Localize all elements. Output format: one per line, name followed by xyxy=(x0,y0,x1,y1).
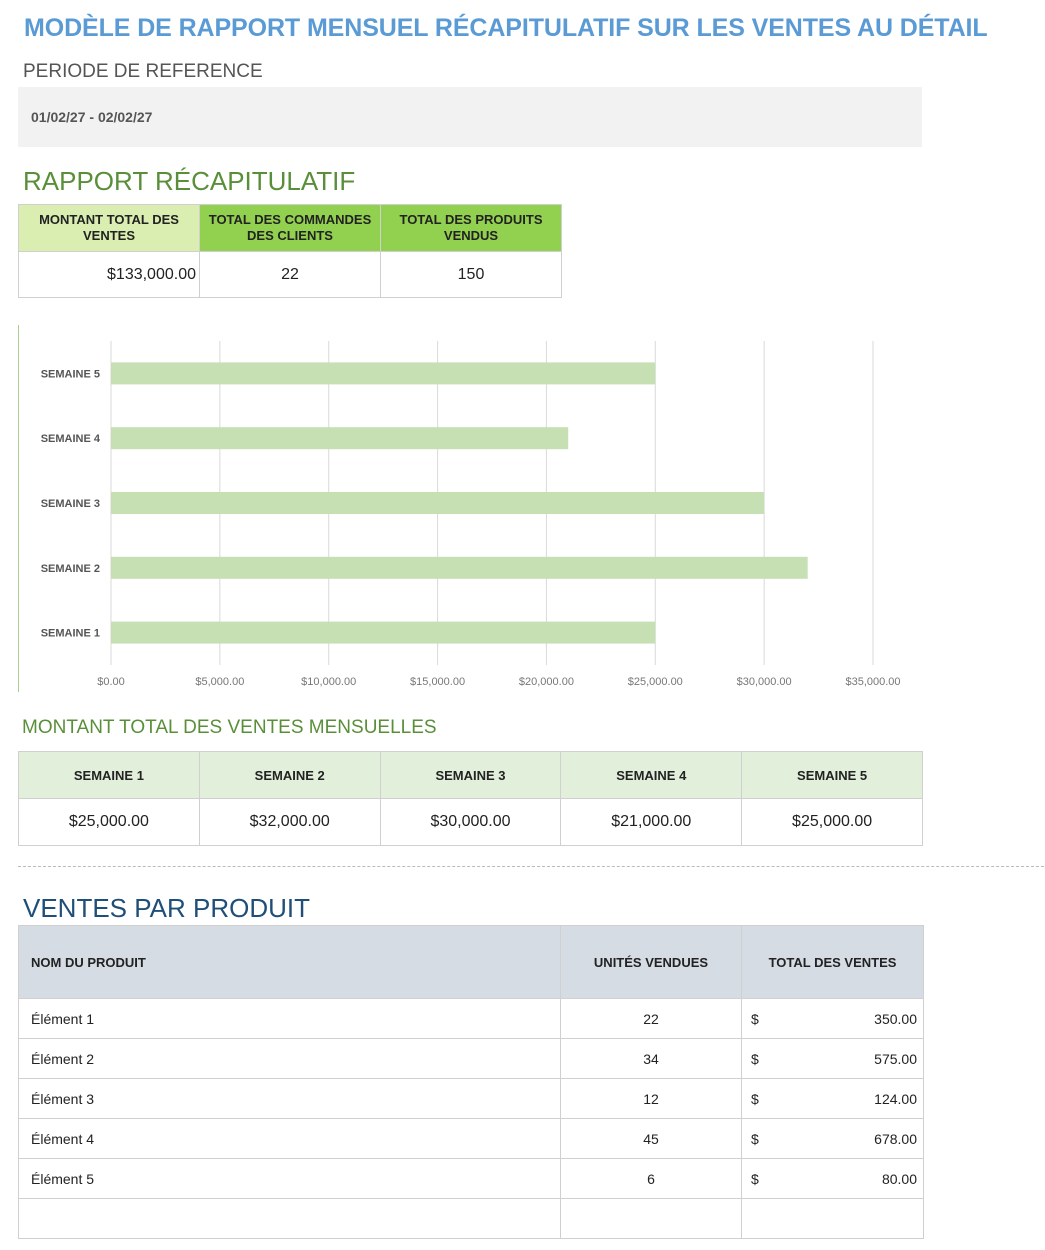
product-units: 22 xyxy=(560,998,742,1039)
y-category-label: SEMAINE 1 xyxy=(41,628,100,640)
page-title: MODÈLE DE RAPPORT MENSUEL RÉCAPITULATIF … xyxy=(24,14,988,42)
product-total-value: 575.00 xyxy=(874,1050,917,1067)
currency-symbol: $ xyxy=(751,1050,759,1067)
x-tick-label: $20,000.00 xyxy=(519,676,574,688)
x-tick-label: $15,000.00 xyxy=(410,676,465,688)
week-value: $25,000.00 xyxy=(741,798,923,846)
week-header: SEMAINE 3 xyxy=(379,751,562,799)
x-tick-label: $30,000.00 xyxy=(737,676,792,688)
y-category-label: SEMAINE 5 xyxy=(41,368,100,380)
x-tick-label: $10,000.00 xyxy=(301,676,356,688)
product-total: $350.00 xyxy=(741,998,924,1039)
table-row-empty xyxy=(18,1198,924,1239)
weekly-sales-chart: $0.00 $5,000.00 $10,000.00 $15,000.00 $20,00… xyxy=(18,325,901,692)
week-value: $21,000.00 xyxy=(560,798,743,846)
table-row: Élément 3 12 $124.00 xyxy=(18,1078,924,1119)
summary-heading: RAPPORT RÉCAPITULATIF xyxy=(23,166,356,196)
period-value: 01/02/27 - 02/02/27 xyxy=(31,109,153,125)
currency-symbol: $ xyxy=(751,1130,759,1147)
y-category-label: SEMAINE 3 xyxy=(41,498,100,510)
y-category-label: SEMAINE 4 xyxy=(41,433,101,445)
currency-symbol: $ xyxy=(751,1090,759,1107)
period-label: PERIODE DE REFERENCE xyxy=(23,61,263,82)
bar xyxy=(111,621,656,644)
week-value: $32,000.00 xyxy=(198,798,381,846)
weekly-table: SEMAINE 1 SEMAINE 2 SEMAINE 3 SEMAINE 4 SEMA… xyxy=(18,751,923,846)
product-name: Élément 1 xyxy=(18,998,561,1039)
week-header: SEMAINE 2 xyxy=(198,751,381,799)
week-value: $30,000.00 xyxy=(379,798,562,846)
col-header-units: UNITÉS VENDUES xyxy=(560,925,742,999)
col-header-total: TOTAL DES VENTES xyxy=(741,925,924,999)
product-name: Élément 4 xyxy=(18,1118,561,1159)
summary-header: MONTANT TOTAL DES VENTES xyxy=(18,204,200,252)
product-total: $80.00 xyxy=(741,1158,924,1199)
summary-table: MONTANT TOTAL DES VENTES TOTAL DES COMMA… xyxy=(18,204,562,298)
x-tick-label: $35,000.00 xyxy=(845,676,900,688)
x-tick-label: $0.00 xyxy=(97,676,125,688)
week-header: SEMAINE 1 xyxy=(18,751,200,799)
currency-symbol: $ xyxy=(751,1170,759,1187)
x-tick-label: $25,000.00 xyxy=(628,676,683,688)
table-row: Élément 2 34 $575.00 xyxy=(18,1038,924,1079)
product-units: 34 xyxy=(560,1038,742,1079)
product-total-value: 350.00 xyxy=(874,1010,917,1027)
product-total: $124.00 xyxy=(741,1078,924,1119)
bar xyxy=(111,492,765,514)
week-header: SEMAINE 4 xyxy=(560,751,743,799)
period-field[interactable]: 01/02/27 - 02/02/27 xyxy=(18,87,922,147)
summary-header: TOTAL DES PRODUITS VENDUS xyxy=(380,204,562,252)
x-tick-label: $5,000.00 xyxy=(195,676,244,688)
product-units: 6 xyxy=(560,1158,742,1199)
product-name: Élément 5 xyxy=(18,1158,561,1199)
product-total-value: 678.00 xyxy=(874,1130,917,1147)
product-total: $575.00 xyxy=(741,1038,924,1079)
products-heading: VENTES PAR PRODUIT xyxy=(23,893,311,923)
summary-header: TOTAL DES COMMANDES DES CLIENTS xyxy=(199,204,381,252)
product-units: 12 xyxy=(560,1078,742,1119)
table-row: Élément 4 45 $678.00 xyxy=(18,1118,924,1159)
week-header: SEMAINE 5 xyxy=(741,751,923,799)
total-orders-value: 22 xyxy=(199,251,381,298)
y-category-label: SEMAINE 2 xyxy=(41,563,100,575)
currency-symbol: $ xyxy=(751,1010,759,1027)
product-units: 45 xyxy=(560,1118,742,1159)
col-header-name: NOM DU PRODUIT xyxy=(18,925,561,999)
product-total-value: 80.00 xyxy=(881,1170,917,1187)
product-name: Élément 2 xyxy=(18,1038,561,1079)
products-table: NOM DU PRODUIT UNITÉS VENDUES TOTAL DES … xyxy=(18,925,924,1239)
table-row: Élément 1 22 $350.00 xyxy=(18,998,924,1039)
product-total-value: 124.00 xyxy=(874,1090,917,1107)
table-row: Élément 5 6 $80.00 xyxy=(18,1158,924,1199)
product-name: Élément 3 xyxy=(18,1078,561,1119)
weekly-heading: MONTANT TOTAL DES VENTES MENSUELLES xyxy=(22,717,437,738)
bar xyxy=(111,556,808,579)
bar xyxy=(111,427,569,450)
divider xyxy=(18,866,1044,867)
week-value: $25,000.00 xyxy=(18,798,200,846)
total-products-value: 150 xyxy=(380,251,562,298)
bar xyxy=(111,362,656,385)
total-sales-value: $133,000.00 xyxy=(18,251,200,298)
product-total: $678.00 xyxy=(741,1118,924,1159)
